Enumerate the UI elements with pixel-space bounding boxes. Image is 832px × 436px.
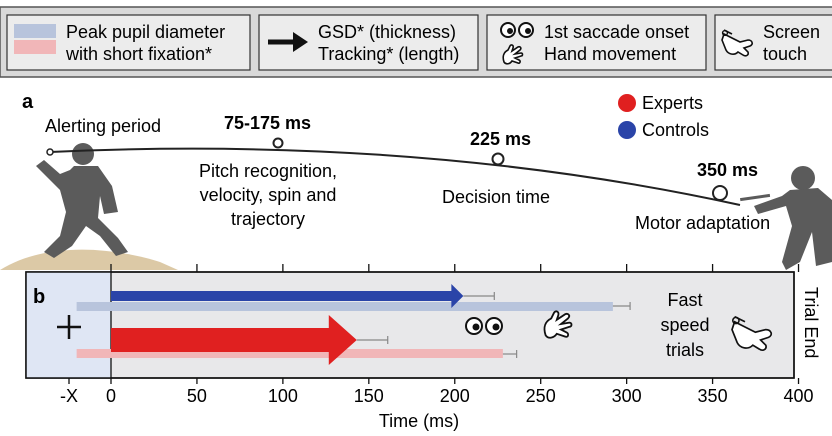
legend-touch-line2: touch — [763, 44, 807, 64]
time-225-label: 225 ms — [470, 129, 531, 149]
legend-gsd-line2: Tracking* (length) — [318, 44, 459, 64]
tick-label-0: 0 — [106, 386, 116, 406]
tick-label-400: 400 — [783, 386, 813, 406]
pupil-swatch-experts — [14, 40, 56, 54]
pitcher-silhouette — [36, 143, 128, 258]
bottom-tick-marks — [110, 378, 800, 384]
motor-adaptation-label: Motor adaptation — [635, 213, 770, 233]
tick-labels: 0 50 100 150 200 250 300 350 400 — [106, 386, 814, 406]
controls-label: Controls — [642, 120, 709, 140]
panel-a: a Alerting period 75-175 ms Pitch recogn… — [0, 91, 832, 270]
legend-touch-line1: Screen — [763, 22, 820, 42]
legend-pupil-line2: with short fixation* — [65, 44, 212, 64]
top-tick-marks — [110, 264, 800, 272]
panel-b: b 0 50 100 150 200 250 300 350 400 -X — [25, 264, 821, 431]
marker-350 — [712, 185, 728, 201]
data-marks — [76, 284, 631, 365]
batter-silhouette — [740, 166, 832, 270]
trial-type-line1: Fast — [667, 290, 702, 310]
errorbar-controls-tracking — [463, 292, 495, 300]
pitcher-mound — [0, 249, 178, 270]
tick-label-200: 200 — [440, 386, 470, 406]
arrow-experts-tracking — [111, 315, 357, 365]
legend-saccade-line1: 1st saccade onset — [544, 22, 689, 42]
trial-end-label: Trial End — [801, 287, 821, 358]
touch-icon — [721, 29, 753, 57]
hand-icon — [502, 44, 524, 65]
legend-pupil-line1: Peak pupil diameter — [66, 22, 225, 42]
hand-icon-panel — [543, 310, 573, 339]
legend-bar: Peak pupil diameter with short fixation*… — [0, 6, 832, 78]
errorbar-experts-tracking — [356, 336, 389, 344]
x-axis-label: Time (ms) — [379, 411, 459, 431]
time-75-175-label: 75-175 ms — [224, 113, 311, 133]
controls-dot — [618, 121, 636, 139]
tick-label-300: 300 — [612, 386, 642, 406]
experts-label: Experts — [642, 93, 703, 113]
ball-release — [46, 148, 54, 156]
pitch-recognition-line1: Pitch recognition, — [199, 161, 337, 181]
pitch-trajectory — [49, 147, 741, 206]
marker-75-175 — [272, 137, 284, 149]
tick-label-150: 150 — [354, 386, 384, 406]
bar-experts-pupil — [76, 349, 503, 358]
arrow-controls-tracking — [111, 284, 464, 308]
experts-dot — [618, 94, 636, 112]
errorbar-experts-pupil — [502, 350, 518, 358]
tick-label-250: 250 — [526, 386, 556, 406]
tick-label-350: 350 — [698, 386, 728, 406]
panel-b-label: b — [33, 286, 45, 308]
bar-controls-pupil — [76, 302, 613, 311]
tick-label-neg-x: -X — [60, 386, 78, 406]
panel-a-label: a — [22, 91, 34, 113]
touch-icon-panel — [731, 315, 773, 351]
legend-gsd-line1: GSD* (thickness) — [318, 22, 456, 42]
fixation-cross-icon — [57, 315, 81, 339]
tick-label-50: 50 — [187, 386, 207, 406]
tick-label-100: 100 — [268, 386, 298, 406]
errorbar-controls-pupil — [612, 302, 631, 310]
arrow-icon — [268, 32, 308, 52]
pupil-swatch-controls — [14, 24, 56, 38]
eyes-icon-panel — [465, 317, 503, 335]
pitch-recognition-line2: velocity, spin and — [200, 185, 337, 205]
eyes-icon — [500, 22, 534, 38]
decision-time-label: Decision time — [442, 187, 550, 207]
alerting-period-label: Alerting period — [45, 116, 161, 136]
time-350-label: 350 ms — [697, 160, 758, 180]
legend-saccade-line2: Hand movement — [544, 44, 676, 64]
trial-type-line2: speed — [660, 315, 709, 335]
trial-type-line3: trials — [666, 340, 704, 360]
pitch-recognition-line3: trajectory — [231, 209, 305, 229]
marker-225 — [491, 152, 505, 166]
